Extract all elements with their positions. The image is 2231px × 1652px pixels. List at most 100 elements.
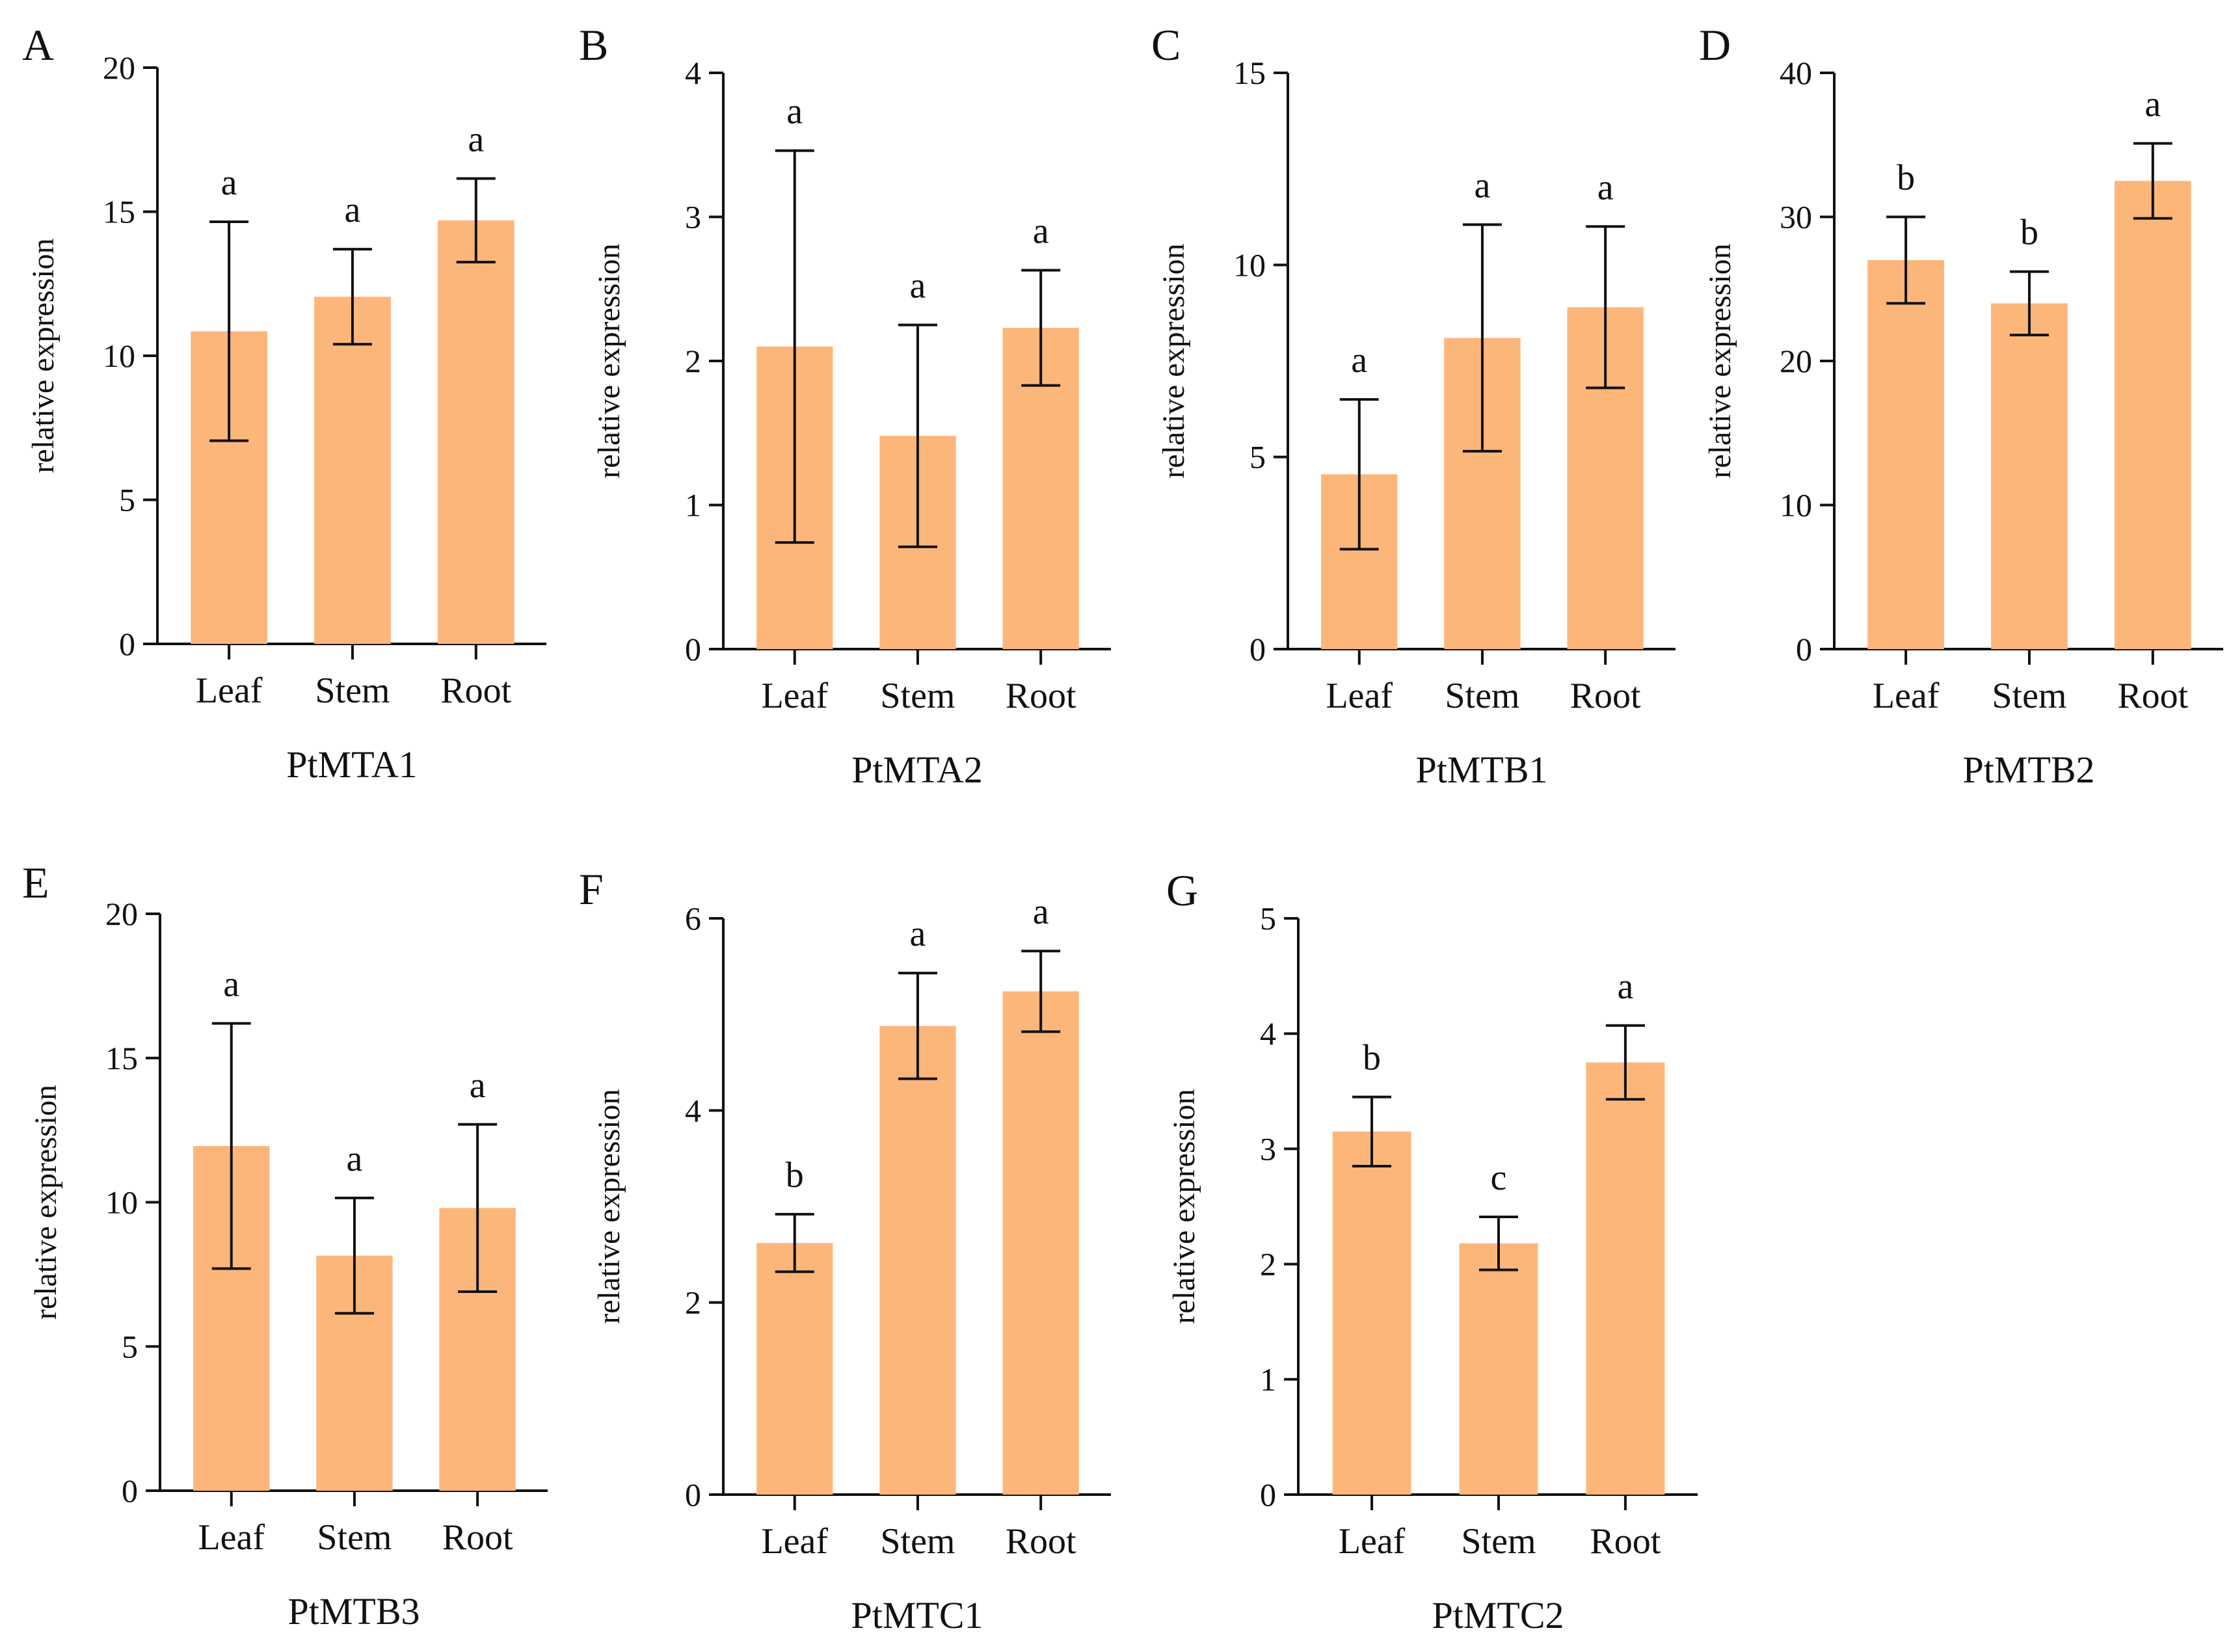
significance-letter: a (786, 92, 803, 132)
significance-letter: a (1597, 167, 1614, 207)
y-tick-label: 0 (122, 1472, 138, 1509)
gene-name: PtMTA1 (286, 743, 418, 786)
error-bar (334, 1196, 374, 1315)
x-tick-label: Leaf (1339, 1521, 1406, 1562)
y-tick-label: 15 (105, 1040, 138, 1076)
bar-stem (879, 1026, 956, 1495)
bar-root (1002, 991, 1079, 1495)
x-tick-label: Root (1570, 676, 1641, 716)
x-tick-label: Root (1006, 1521, 1076, 1562)
y-tick-label: 0 (685, 631, 701, 667)
y-tick-label: 5 (1249, 439, 1266, 475)
error-bar (898, 972, 937, 1080)
y-axis-title: relative expression (26, 238, 60, 473)
x-tick-label: Leaf (1873, 676, 1940, 716)
panel-letter: G (1166, 866, 1198, 915)
error-bar (1478, 1215, 1518, 1272)
error-bar (458, 1123, 498, 1293)
significance-letter: a (468, 120, 484, 160)
x-tick-label: Stem (1461, 1521, 1536, 1562)
y-axis-title: relative expression (1156, 243, 1191, 478)
x-tick-label: Stem (1445, 676, 1519, 716)
panel-c: C 0 5 10 15 relative expression a Leaf a Stem a Roo… (1151, 20, 1676, 791)
error-bar (1021, 950, 1061, 1033)
panel-letter: D (1699, 20, 1731, 70)
bar-leaf (1867, 260, 1944, 649)
y-tick-label: 4 (685, 1092, 701, 1128)
y-tick-label: 0 (685, 1476, 701, 1513)
y-tick-label: 10 (103, 338, 135, 374)
panel-g: G 0 1 2 3 4 5 relative expression b Leaf c Stem a Roo… (1166, 866, 1698, 1636)
x-tick-label: Stem (315, 671, 390, 711)
panel-d: D 0 10 20 30 40 relative expression b Leaf b Stem a… (1699, 20, 2223, 791)
error-bar (456, 177, 496, 264)
gene-name: PtMTB2 (1962, 749, 2094, 791)
bar-root (437, 220, 514, 644)
y-tick-label: 20 (103, 49, 135, 86)
y-axis-title: relative expression (592, 243, 626, 478)
error-bar (211, 1022, 251, 1270)
x-tick-label: Root (440, 671, 511, 711)
panel-a: A 0 5 10 15 20 relative expression a Leaf a Stem a R… (22, 20, 546, 786)
y-tick-label: 0 (1249, 631, 1266, 667)
y-axis-title: relative expression (1167, 1089, 1201, 1324)
x-tick-label: Stem (880, 676, 955, 716)
error-bar (1339, 398, 1379, 551)
bar-leaf (1332, 1131, 1411, 1495)
panel-letter: E (22, 858, 49, 907)
x-tick-label: Leaf (761, 676, 828, 716)
x-tick-label: Stem (880, 1521, 955, 1562)
error-bar (2133, 142, 2172, 220)
error-bar (1021, 269, 1061, 387)
error-bar (2009, 270, 2049, 337)
y-tick-label: 5 (1260, 900, 1276, 937)
panel-letter: C (1151, 20, 1181, 70)
significance-letter: a (1033, 211, 1049, 251)
x-tick-label: Root (1006, 676, 1076, 716)
x-tick-label: Stem (317, 1517, 392, 1558)
significance-letter: b (2020, 213, 2038, 253)
error-bar (775, 1212, 814, 1273)
y-tick-label: 0 (1796, 631, 1812, 667)
significance-letter: a (910, 266, 926, 306)
x-tick-label: Stem (1992, 676, 2066, 716)
gene-name: PtMTB3 (287, 1590, 420, 1632)
significance-letter: a (221, 163, 237, 203)
significance-letter: c (1491, 1158, 1507, 1198)
error-bar (1586, 225, 1625, 390)
x-tick-label: Leaf (198, 1517, 265, 1558)
gene-name: PtMTA2 (851, 749, 983, 791)
bar-root (1586, 1062, 1665, 1495)
y-tick-label: 5 (119, 482, 135, 518)
y-tick-label: 10 (1780, 487, 1812, 524)
x-tick-label: Root (1590, 1521, 1661, 1562)
y-tick-label: 30 (1780, 199, 1812, 235)
y-tick-label: 0 (119, 626, 135, 662)
significance-letter: a (470, 1065, 486, 1106)
y-tick-label: 40 (1780, 55, 1812, 91)
error-bar (775, 149, 814, 544)
significance-letter: b (1363, 1038, 1381, 1078)
panel-b: B 0 1 2 3 4 relative expression a Leaf a Stem a Root… (579, 20, 1111, 791)
y-tick-label: 1 (1260, 1361, 1276, 1398)
significance-letter: a (2144, 85, 2161, 125)
error-bar (1462, 223, 1502, 453)
bar-stem (1991, 303, 2068, 649)
x-tick-label: Leaf (196, 671, 263, 711)
error-bar (209, 220, 249, 442)
y-tick-label: 15 (103, 194, 135, 230)
error-bar (1352, 1095, 1392, 1167)
y-tick-label: 20 (105, 896, 138, 932)
panel-letter: F (579, 864, 604, 914)
y-tick-label: 2 (685, 343, 701, 379)
significance-letter: a (223, 965, 239, 1005)
panel-letter: B (579, 20, 608, 70)
bar-stem (1459, 1243, 1538, 1495)
y-tick-label: 10 (1233, 246, 1266, 283)
panel-e: E 0 5 10 15 20 relative expression a Leaf a Stem a R… (22, 858, 548, 1632)
significance-letter: a (347, 1139, 363, 1179)
significance-letter: a (1475, 165, 1491, 206)
error-bar (332, 248, 372, 346)
bar-root (2114, 181, 2191, 649)
bar-leaf (756, 1243, 833, 1495)
